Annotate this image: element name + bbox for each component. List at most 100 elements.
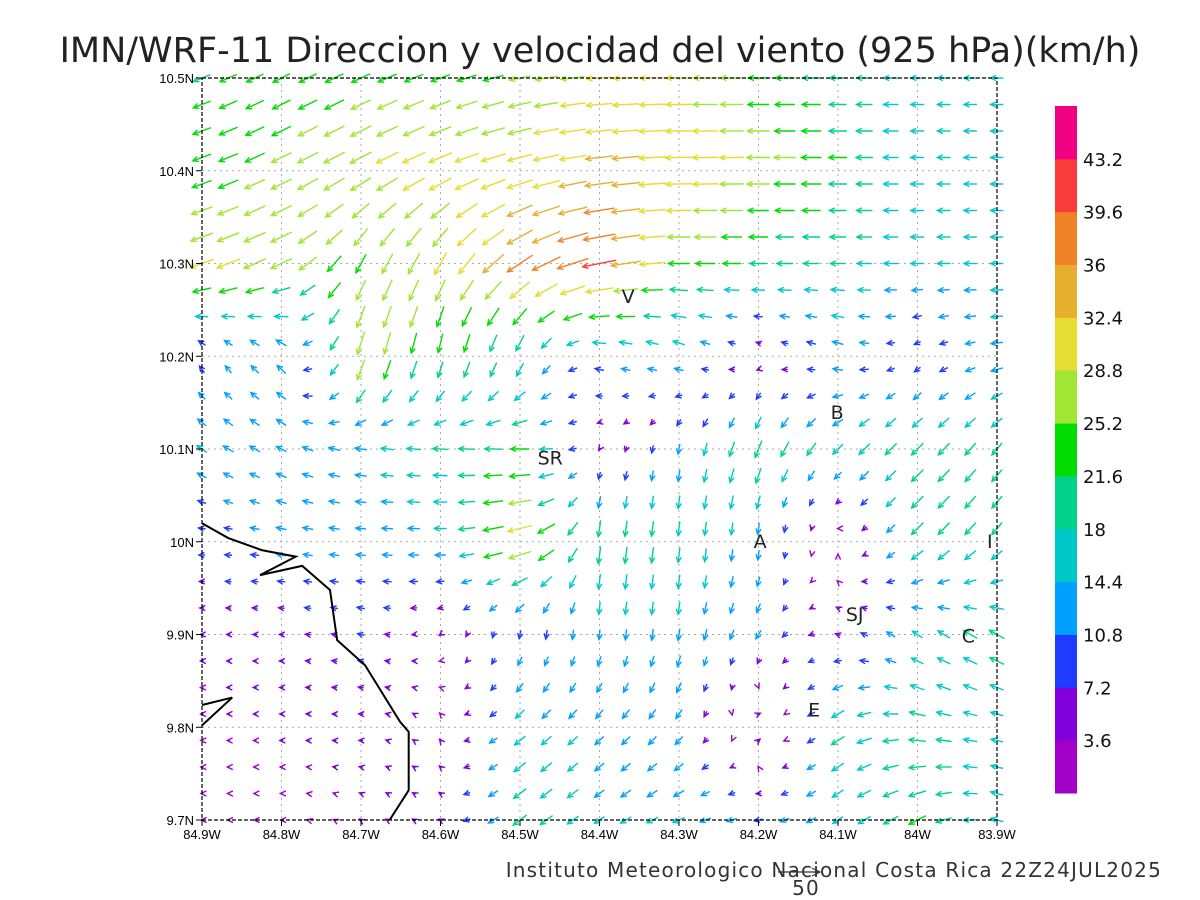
wind-arrow [962, 657, 978, 665]
wind-arrow [249, 418, 260, 427]
wind-arrow [834, 606, 843, 613]
wind-arrow [433, 551, 446, 559]
wind-arrow [407, 252, 421, 276]
wind-arrow [355, 578, 366, 585]
wind-arrow [728, 417, 736, 429]
wind-arrow [436, 361, 444, 379]
wind-arrow [728, 549, 736, 563]
wind-arrow [276, 578, 286, 585]
wind-arrow [964, 366, 976, 373]
wind-arrow [935, 101, 951, 108]
wind-arrow [462, 604, 471, 611]
wind-arrow [540, 735, 552, 746]
x-tick-label: 84.5W [501, 827, 539, 842]
wind-arrow [989, 737, 1004, 744]
wind-arrow [377, 202, 397, 219]
wind-arrow [481, 100, 505, 110]
wind-arrow [513, 735, 526, 746]
wind-arrow [805, 392, 816, 399]
wind-arrow [429, 73, 450, 83]
wind-arrow [327, 419, 340, 426]
colorbar-swatch [1055, 106, 1077, 160]
wind-arrow [671, 339, 686, 346]
wind-arrow [593, 762, 605, 772]
wind-arrow [458, 552, 475, 559]
wind-arrow [431, 445, 449, 453]
wind-arrow [381, 578, 392, 585]
wind-arrow [622, 655, 630, 668]
wind-arrow [330, 684, 338, 691]
wind-arrow [827, 180, 847, 188]
wind-arrow [829, 286, 845, 294]
wind-arrow [809, 524, 816, 532]
wind-arrow [224, 604, 232, 612]
wind-arrow [934, 790, 952, 798]
wind-arrow [301, 392, 313, 400]
wind-arrow [429, 100, 451, 110]
wind-arrow [963, 313, 977, 320]
wind-arrow [410, 630, 418, 638]
wind-arrow [537, 310, 555, 323]
wind-arrow [275, 445, 287, 453]
wind-arrow [383, 631, 391, 638]
wind-arrow [910, 549, 924, 561]
wind-arrow [331, 764, 339, 771]
y-tick-label: 9.8N [167, 720, 194, 735]
wind-arrow [885, 339, 895, 347]
wind-arrow [728, 495, 735, 511]
wind-arrow [566, 788, 579, 799]
wind-arrow [480, 203, 506, 218]
wind-arrow [675, 495, 683, 511]
wind-arrow [718, 154, 745, 161]
wind-arrow [776, 286, 792, 294]
wind-arrow [479, 153, 506, 163]
wind-arrow [754, 495, 762, 511]
wind-arrow [488, 604, 498, 612]
wind-arrow [831, 418, 844, 427]
wind-arrow [755, 365, 763, 372]
wind-arrow [408, 390, 419, 403]
wind-arrow [908, 710, 926, 717]
wind-arrow [428, 177, 452, 191]
wind-arrow [435, 306, 445, 328]
wind-arrow [380, 419, 394, 426]
wind-arrow [885, 578, 896, 585]
wind-arrow [757, 765, 764, 773]
wind-arrow [647, 392, 656, 399]
wind-arrow [831, 443, 844, 456]
wind-arrow [828, 260, 846, 267]
wind-arrow [278, 790, 287, 797]
wind-arrow [509, 445, 530, 453]
wind-arrow [882, 815, 899, 825]
wind-arrow [584, 128, 613, 136]
wind-arrow [488, 737, 498, 744]
wind-arrow [664, 127, 693, 135]
wind-arrow [647, 736, 657, 746]
wind-arrow [780, 366, 789, 373]
wind-arrow [664, 154, 693, 161]
wind-arrow [356, 684, 365, 692]
wind-arrow [457, 252, 476, 275]
wind-arrow [989, 101, 1004, 108]
wind-arrow [569, 602, 576, 616]
wind-arrow [537, 498, 555, 507]
wind-arrow [379, 227, 396, 247]
wind-arrow [623, 445, 630, 454]
wind-arrow [938, 366, 949, 373]
wind-arrow [437, 657, 446, 664]
wind-arrow [569, 574, 577, 590]
wind-arrow [910, 657, 924, 665]
wind-arrow [803, 286, 819, 294]
wind-arrow [728, 575, 736, 589]
wind-arrow [809, 576, 817, 584]
wind-arrow [640, 286, 663, 294]
wind-arrow [354, 419, 367, 427]
wind-arrow [648, 547, 656, 565]
wind-arrow [861, 524, 869, 532]
wind-arrow [860, 605, 868, 612]
wind-arrow [461, 390, 473, 403]
wind-arrow [885, 631, 896, 638]
wind-arrow [355, 279, 367, 302]
wind-arrow [409, 604, 418, 612]
